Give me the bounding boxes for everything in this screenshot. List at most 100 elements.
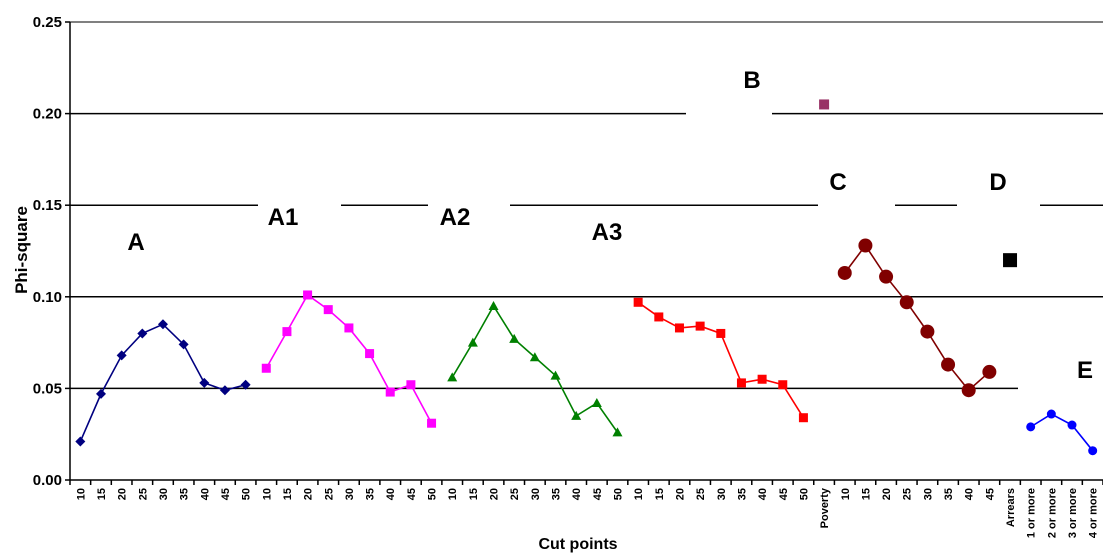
x-tick-label: 1 or more [1026, 488, 1038, 538]
x-tick-label: 10 [840, 488, 852, 500]
x-tick-label: 15 [468, 488, 480, 500]
x-tick-label: 20 [674, 488, 686, 500]
x-tick-label: 40 [571, 488, 583, 500]
data-point-a [137, 328, 148, 339]
x-tick-label: 35 [179, 488, 191, 500]
x-tick-label: 45 [406, 488, 418, 500]
y-tick-label: 0.20 [33, 106, 62, 123]
data-point-a3 [716, 328, 726, 338]
x-tick-label: 3 or more [1067, 488, 1079, 538]
x-tick-label: 50 [427, 488, 439, 500]
data-point-a1 [303, 290, 313, 300]
data-point-a2 [591, 398, 602, 408]
group-label-e: E [1077, 357, 1093, 384]
x-tick-label: 40 [199, 488, 211, 500]
x-tick-label: 25 [902, 488, 914, 500]
series-line-a2 [451, 304, 619, 433]
x-tick-label: 45 [220, 488, 232, 500]
data-point-a3 [633, 297, 643, 307]
x-tick-label: 30 [158, 488, 170, 500]
y-tick-label: 0.10 [33, 289, 62, 306]
x-tick-label: Arrears [1005, 488, 1017, 527]
x-axis-ticks: 10 15 20 25 30 35 40 45 50 10 15 20 25 30 35 40 45 50 10 15… [69, 480, 1103, 538]
x-tick-label: 25 [695, 488, 707, 500]
x-tick-label: 25 [509, 488, 521, 500]
data-point-b [819, 99, 830, 110]
x-tick-label: 45 [984, 488, 996, 500]
data-point-a3 [798, 413, 808, 423]
data-point-a1 [385, 387, 395, 397]
y-tick-label: 0.15 [33, 197, 62, 214]
x-tick-label: 40 [964, 488, 976, 500]
x-tick-label: 30 [716, 488, 728, 500]
data-point-a1 [365, 349, 375, 359]
x-tick-label: 10 [633, 488, 645, 500]
data-point-a2 [612, 427, 623, 437]
x-tick-label: 25 [323, 488, 335, 500]
x-axis-label: Cut points [538, 536, 617, 553]
data-point-a3 [654, 312, 664, 322]
x-tick-label: 20 [881, 488, 893, 500]
data-point-a2 [447, 372, 458, 382]
x-tick-label: 10 [75, 488, 87, 500]
y-tick-label: 0.25 [33, 14, 62, 31]
data-point-a2 [509, 333, 520, 343]
group-label-a2: A2 [440, 204, 471, 231]
data-point-a3 [674, 323, 684, 333]
data-point-a [240, 379, 251, 390]
x-tick-label: 40 [385, 488, 397, 500]
data-point-c [920, 324, 935, 339]
data-point-e [1088, 446, 1098, 456]
group-label-d: D [989, 169, 1006, 196]
y-tick-label: 0.05 [33, 380, 62, 397]
x-tick-label: 2 or more [1046, 488, 1058, 538]
x-tick-label: 50 [241, 488, 253, 500]
x-tick-label: 15 [860, 488, 872, 500]
x-tick-label: 20 [117, 488, 129, 500]
y-tick-label: 0.00 [33, 472, 62, 489]
data-point-c [837, 265, 852, 280]
x-tick-label: 50 [798, 488, 810, 500]
data-point-a2 [488, 300, 499, 310]
data-point-c [879, 269, 894, 284]
data-point-a2 [571, 410, 582, 420]
data-point-a1 [323, 305, 333, 315]
x-tick-label: 35 [736, 488, 748, 500]
data-point-a [199, 377, 210, 388]
data-point-a [75, 436, 86, 447]
x-tick-label: 50 [612, 488, 624, 500]
x-tick-label: 35 [365, 488, 377, 500]
x-tick-label: 10 [447, 488, 459, 500]
group-labels: A A1 A2 A3 B C D E [127, 67, 1093, 384]
x-tick-label: Poverty [819, 487, 831, 528]
data-point-c [858, 238, 873, 253]
gridlines [70, 21, 1103, 390]
data-point-a3 [695, 321, 705, 331]
data-point-e [1026, 422, 1036, 432]
y-axis-ticks: 0.00 0.05 0.10 0.15 0.20 0.25 [33, 14, 70, 489]
group-label-a3: A3 [592, 219, 623, 246]
data-point-a [157, 319, 168, 330]
data-point-a1 [261, 363, 271, 373]
group-label-a: A [127, 229, 144, 256]
data-point-a2 [550, 370, 561, 380]
data-point-c [982, 364, 997, 379]
x-tick-label: 10 [261, 488, 273, 500]
x-tick-label: 15 [96, 488, 108, 500]
y-axis-label: Phi-square [12, 206, 31, 294]
series-line-a1 [265, 293, 433, 424]
data-point-a1 [427, 418, 437, 428]
x-tick-label: 45 [592, 488, 604, 500]
data-point-c [961, 383, 976, 398]
x-tick-label: 30 [344, 488, 356, 500]
x-tick-label: 30 [922, 488, 934, 500]
series-line-e [1030, 413, 1094, 452]
data-point-a [95, 388, 106, 399]
x-tick-label: 30 [530, 488, 542, 500]
x-tick-label: 15 [282, 488, 294, 500]
data-point-c [899, 295, 914, 310]
series-line-a [79, 323, 246, 442]
data-point-a2 [529, 352, 540, 362]
group-label-a1: A1 [268, 204, 299, 231]
